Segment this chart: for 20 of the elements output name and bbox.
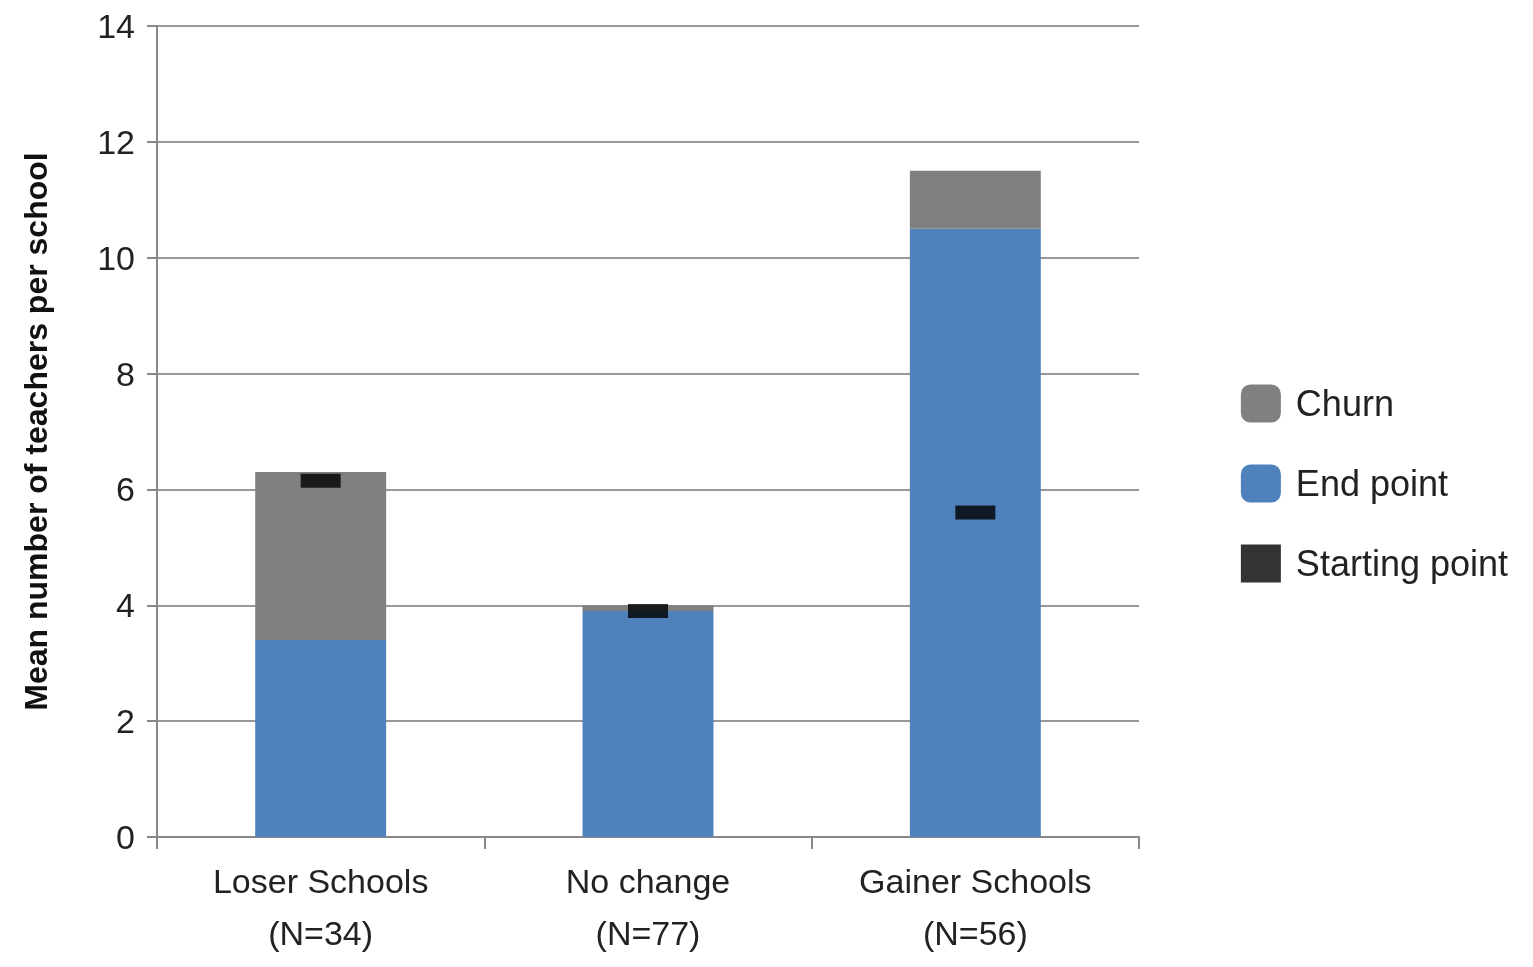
legend-label: Churn xyxy=(1295,383,1394,424)
x-tick-label: Loser Schools (N=34) xyxy=(212,862,429,952)
legend-label: End point xyxy=(1295,463,1448,504)
y-tick-label: 8 xyxy=(116,354,135,393)
legend-label: Starting point xyxy=(1295,543,1509,584)
y-tick-label: 10 xyxy=(97,238,135,277)
y-axis-title: Mean number of teachers per school xyxy=(18,152,54,711)
y-tick-label: 14 xyxy=(97,7,135,45)
bar xyxy=(255,472,387,641)
y-tick-label: 2 xyxy=(116,702,135,741)
x-tick-label: Gainer Schools (N=56) xyxy=(859,862,1092,952)
bar xyxy=(909,228,1041,837)
y-tick-label: 6 xyxy=(116,470,135,509)
y-tick-label: 12 xyxy=(97,122,135,161)
y-tick-label: 0 xyxy=(116,818,135,856)
bar xyxy=(909,170,1041,229)
y-tick-label: 4 xyxy=(116,586,135,625)
bar xyxy=(582,611,714,837)
bar xyxy=(255,640,387,837)
x-tick-label: No change (N=77) xyxy=(565,862,731,952)
